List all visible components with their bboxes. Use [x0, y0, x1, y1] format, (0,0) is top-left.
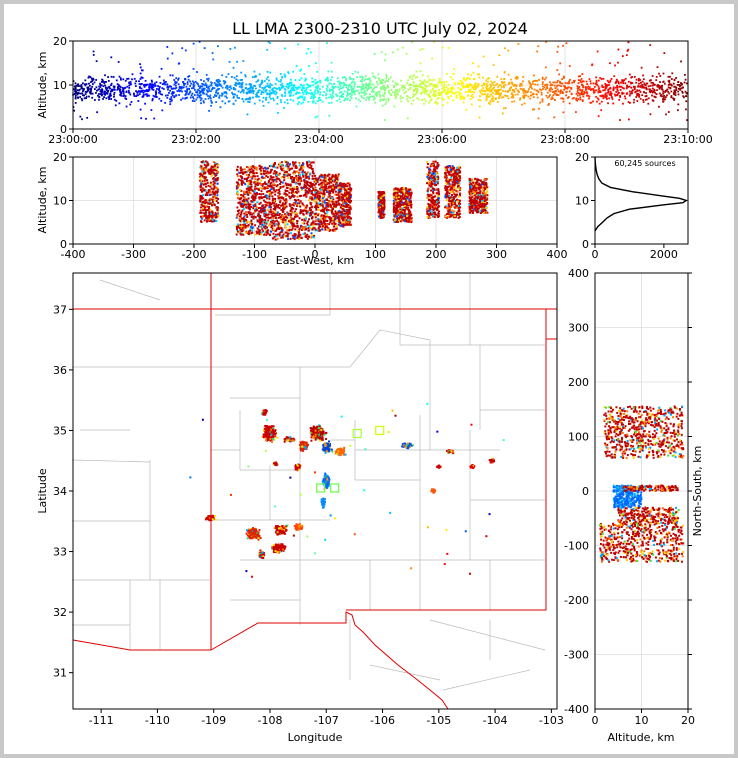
lma-figure: LL LMA 2300-2310 UTC July 02, 2024 23:00… [36, 19, 713, 744]
plan-view-xlabel: Longitude [288, 731, 343, 744]
north-south-tick-label: -100 [564, 540, 589, 553]
east-west-alt-tick-label: 20 [53, 151, 67, 164]
figure-title: LL LMA 2300-2310 UTC July 02, 2024 [232, 19, 528, 38]
east-west-xlabel: East-West, km [276, 254, 354, 267]
east-west-altitude-panel: -400 -300 -200 -100 0 100 200 300 400 0 10 20 East-… [36, 151, 568, 267]
east-west-alt-tick-label: 0 [60, 238, 67, 251]
county-lines [71, 273, 546, 691]
east-west-tick-label: -100 [242, 248, 267, 261]
east-west-tick-label: -400 [61, 248, 86, 261]
north-south-tick-label: 400 [568, 267, 589, 280]
plan-view-ylabel: Latitude [36, 468, 49, 514]
north-south-alt-tick-label: 0 [592, 714, 599, 727]
latitude-tick-label: 31 [53, 667, 67, 680]
histogram-alt-tick-label: 0 [582, 238, 589, 251]
histogram-alt-tick-label: 20 [575, 151, 589, 164]
north-south-tick-label: -300 [564, 649, 589, 662]
state-borders [72, 273, 557, 710]
north-south-points [598, 405, 685, 563]
time-altitude-panel: 23:00:00 23:02:00 23:04:00 23:06:00 23:08:00… [36, 35, 713, 146]
north-south-xlabel: Altitude, km [607, 731, 674, 744]
longitude-tick-label: -106 [370, 714, 395, 727]
time-altitude-tick-label: 20 [53, 35, 67, 48]
latitude-tick-label: 36 [53, 364, 67, 377]
east-west-tick-label: 200 [426, 248, 447, 261]
longitude-tick-label: -110 [145, 714, 170, 727]
north-south-tick-label: -400 [564, 703, 589, 716]
time-tick-label: 23:00:00 [48, 133, 97, 146]
north-south-tick-label: 300 [568, 322, 589, 335]
east-west-tick-label: 300 [486, 248, 507, 261]
longitude-tick-label: -108 [257, 714, 282, 727]
north-south-tick-label: 200 [568, 376, 589, 389]
latitude-tick-label: 37 [53, 303, 67, 316]
north-south-alt-tick-label: 20 [681, 714, 695, 727]
longitude-tick-label: -104 [483, 714, 508, 727]
time-altitude-tick-label: 10 [53, 79, 67, 92]
longitude-tick-label: -107 [314, 714, 339, 727]
time-tick-label: 23:10:00 [663, 133, 712, 146]
east-west-points [199, 160, 489, 241]
figure-canvas: LL LMA 2300-2310 UTC July 02, 2024 23:00… [4, 4, 734, 754]
histogram-count-tick-label: 2000 [650, 248, 678, 261]
east-west-tick-label: 400 [547, 248, 568, 261]
north-south-alt-tick-label: 10 [635, 714, 649, 727]
time-altitude-ylabel: Altitude, km [36, 51, 49, 118]
longitude-tick-label: -109 [201, 714, 226, 727]
plan-view-panel: -111 -110 -109 -108 -107 -106 -105 -104 -103 31 32… [36, 272, 564, 744]
longitude-tick-label: -103 [539, 714, 564, 727]
latitude-tick-label: 34 [53, 485, 67, 498]
plan-view-points [189, 402, 505, 578]
time-tick-label: 23:02:00 [171, 133, 220, 146]
histogram-count-tick-label: 0 [592, 248, 599, 261]
altitude-histogram-panel: 60,245 sources 0 2000 0 10 20 [575, 151, 689, 261]
latitude-tick-label: 35 [53, 424, 67, 437]
time-altitude-points [72, 40, 688, 121]
east-west-tick-label: 100 [365, 248, 386, 261]
east-west-tick-label: -200 [182, 248, 207, 261]
longitude-tick-label: -105 [426, 714, 451, 727]
histogram-alt-tick-label: 10 [575, 195, 589, 208]
time-tick-label: 23:04:00 [294, 133, 343, 146]
time-tick-label: 23:06:00 [417, 133, 466, 146]
latitude-tick-label: 33 [53, 546, 67, 559]
source-count-annotation: 60,245 sources [614, 159, 675, 168]
time-tick-label: 23:08:00 [540, 133, 589, 146]
altitude-histogram-line [594, 156, 688, 232]
altitude-north-south-panel: 0 10 20 -400 -300 -200 -100 0 100 200 300 400 Altit… [564, 267, 704, 744]
longitude-tick-label: -111 [89, 714, 114, 727]
north-south-tick-label: -200 [564, 594, 589, 607]
east-west-tick-label: 0 [312, 248, 319, 261]
north-south-tick-label: 0 [582, 485, 589, 498]
east-west-alt-tick-label: 10 [53, 195, 67, 208]
east-west-ylabel: Altitude, km [36, 166, 49, 233]
east-west-tick-label: -300 [121, 248, 146, 261]
north-south-ylabel: North-South, km [691, 446, 704, 537]
north-south-tick-label: 100 [568, 431, 589, 444]
time-altitude-tick-label: 0 [60, 123, 67, 136]
latitude-tick-label: 32 [53, 606, 67, 619]
